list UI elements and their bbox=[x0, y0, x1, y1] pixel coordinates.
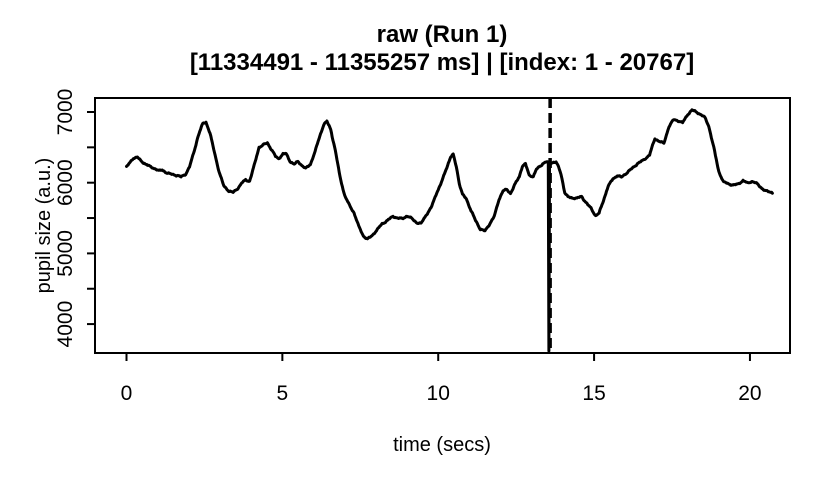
y-axis-title: pupil size (a.u.) bbox=[33, 158, 55, 294]
x-tick-label: 0 bbox=[121, 382, 133, 405]
y-tick-label: 6000 bbox=[54, 159, 77, 206]
x-tick-label: 5 bbox=[277, 382, 289, 405]
x-axis-ticks: 0 5 10 15 20 bbox=[121, 353, 762, 405]
x-axis-title: time (secs) bbox=[393, 434, 491, 456]
y-axis-ticks: 4000 5000 6000 7000 bbox=[54, 89, 95, 348]
pupil-trace-line bbox=[125, 108, 774, 353]
plot-border-box bbox=[94, 97, 791, 354]
y-tick-label: 7000 bbox=[54, 89, 77, 136]
x-tick-label: 10 bbox=[427, 382, 450, 405]
chart-title: raw (Run 1) bbox=[377, 21, 508, 48]
y-tick-label: 5000 bbox=[54, 230, 77, 277]
x-tick-label: 15 bbox=[582, 382, 605, 405]
y-tick-label: 4000 bbox=[54, 301, 77, 348]
chart-subtitle: [11334491 - 11355257 ms] | [index: 1 - 2… bbox=[190, 49, 694, 76]
x-tick-label: 20 bbox=[738, 382, 761, 405]
